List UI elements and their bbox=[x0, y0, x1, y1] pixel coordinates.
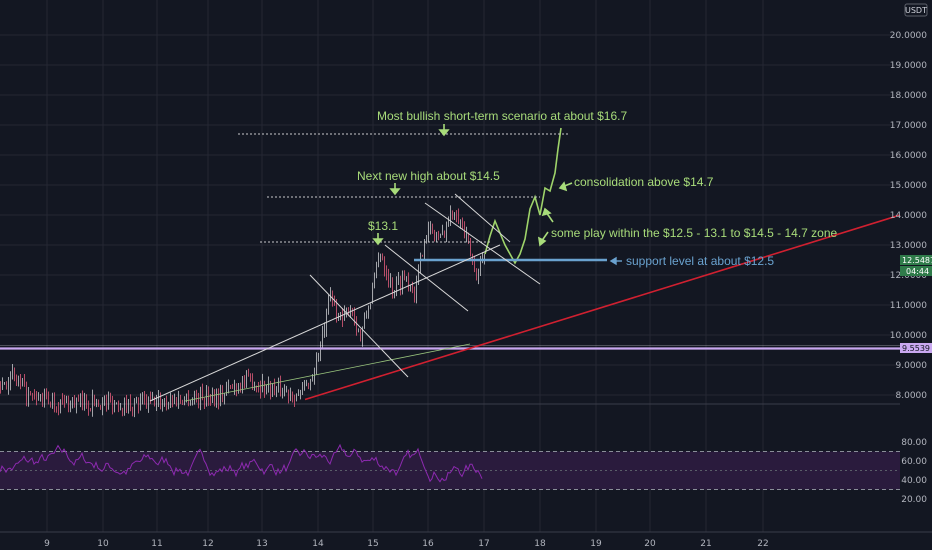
support-arrow bbox=[609, 256, 622, 266]
horizontal-line-value: 9.5539 bbox=[902, 344, 930, 353]
price-tick-label: 15.0000 bbox=[890, 181, 927, 191]
fan-line-4 bbox=[454, 193, 511, 243]
time-tick-label: 19 bbox=[590, 539, 602, 549]
time-tick-label: 16 bbox=[422, 539, 434, 549]
rsi-panel bbox=[0, 443, 900, 490]
time-tick-label: 20 bbox=[644, 539, 656, 549]
rsi-tick-label: 60.00 bbox=[901, 457, 927, 467]
price-tick-label: 8.0000 bbox=[896, 391, 928, 401]
green-trend-line bbox=[184, 343, 471, 402]
last-price-tag[interactable]: 12.5487 04:44 bbox=[900, 255, 932, 276]
rsi-tick-label: 40.00 bbox=[901, 476, 927, 486]
time-tick-label: 14 bbox=[312, 539, 324, 549]
time-tick-label: 9 bbox=[44, 539, 50, 549]
annotation-next-high: Next new high about $14.5 bbox=[357, 169, 500, 183]
rsi-tick-label: 20.00 bbox=[901, 495, 927, 505]
rsi-tick-label: 80.00 bbox=[901, 438, 927, 448]
down-arrow-head-icon bbox=[372, 238, 384, 246]
fan-line-3 bbox=[424, 202, 541, 285]
down-arrow-head-icon bbox=[438, 129, 450, 137]
time-tick-label: 13 bbox=[256, 539, 267, 549]
price-series bbox=[0, 127, 562, 418]
fan-line-2 bbox=[384, 244, 469, 312]
time-tick-label: 10 bbox=[97, 539, 109, 549]
horizontal-line-tag[interactable]: 9.5539 bbox=[900, 343, 932, 353]
time-axis: 9 10 11 12 13 14 15 16 17 18 19 20 21 22 bbox=[44, 539, 769, 549]
annotation-13-1: $13.1 bbox=[368, 219, 398, 233]
fan-line-1 bbox=[309, 274, 409, 378]
price-tick-label: 19.0000 bbox=[890, 61, 927, 71]
annotation-bullish-scenario: Most bullish short-term scenario at abou… bbox=[377, 109, 627, 123]
left-arrow-head-icon bbox=[609, 256, 617, 266]
down-arrow-head-icon bbox=[537, 236, 547, 247]
price-tick-label: 10.0000 bbox=[890, 331, 927, 341]
time-tick-label: 11 bbox=[151, 539, 162, 549]
red-trend-line bbox=[304, 214, 901, 401]
annotation-support: support level at about $12.5 bbox=[626, 254, 774, 268]
left-arrow-head-icon bbox=[558, 181, 568, 192]
time-tick-label: 22 bbox=[757, 539, 768, 549]
time-tick-label: 18 bbox=[534, 539, 546, 549]
price-tick-label: 13.0000 bbox=[890, 241, 927, 251]
white-trend-line bbox=[149, 244, 501, 402]
price-tick-label: 14.0000 bbox=[890, 211, 927, 221]
grid-lines bbox=[0, 0, 932, 533]
up-arrow-head-icon bbox=[541, 207, 552, 217]
time-tick-label: 15 bbox=[367, 539, 378, 549]
currency-label: USDT bbox=[905, 6, 927, 15]
candle-countdown: 04:44 bbox=[906, 267, 929, 276]
last-price-value: 12.5487 bbox=[902, 256, 932, 265]
price-tick-label: 9.0000 bbox=[896, 361, 928, 371]
projected-path-line bbox=[484, 127, 562, 265]
arrow-annotations bbox=[372, 124, 573, 247]
time-tick-label: 17 bbox=[478, 539, 489, 549]
annotation-some-play: some play within the $12.5 - 13.1 to $14… bbox=[551, 226, 838, 240]
price-tick-label: 18.0000 bbox=[890, 91, 927, 101]
price-tick-label: 11.0000 bbox=[890, 301, 927, 311]
chart-drawings bbox=[0, 133, 901, 402]
price-tick-label: 17.0000 bbox=[890, 121, 927, 131]
time-tick-label: 12 bbox=[202, 539, 213, 549]
currency-badge[interactable] bbox=[904, 3, 928, 17]
time-tick-label: 21 bbox=[700, 539, 711, 549]
price-tick-label: 20.0000 bbox=[890, 31, 927, 41]
annotation-consolidation: consolidation above $14.7 bbox=[574, 175, 714, 189]
rsi-line bbox=[0, 443, 483, 483]
price-tick-label: 16.0000 bbox=[890, 151, 927, 161]
down-arrow-head-icon bbox=[389, 188, 401, 196]
